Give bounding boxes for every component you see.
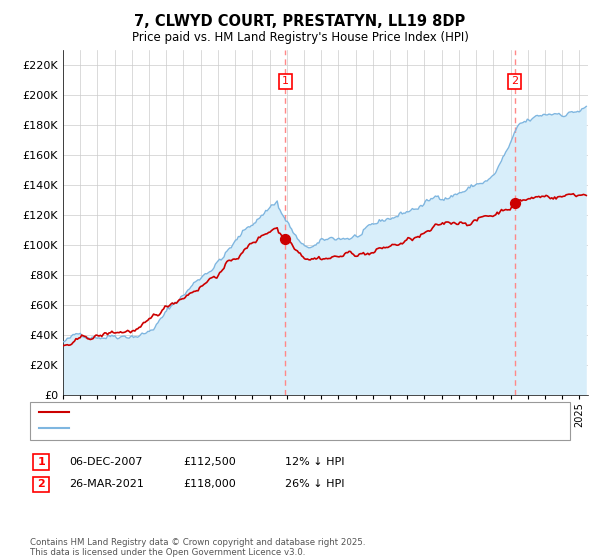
Text: £112,500: £112,500 <box>183 457 236 467</box>
Point <box>281 235 290 244</box>
Text: 26-MAR-2021: 26-MAR-2021 <box>69 479 144 489</box>
Text: 1: 1 <box>282 76 289 86</box>
Text: HPI: Average price, semi-detached house, Denbighshire: HPI: Average price, semi-detached house,… <box>75 423 353 433</box>
Text: 7, CLWYD COURT, PRESTATYN, LL19 8DP (semi-detached house): 7, CLWYD COURT, PRESTATYN, LL19 8DP (sem… <box>75 407 394 417</box>
Text: 26% ↓ HPI: 26% ↓ HPI <box>285 479 344 489</box>
Text: Contains HM Land Registry data © Crown copyright and database right 2025.
This d: Contains HM Land Registry data © Crown c… <box>30 538 365 557</box>
Text: 1: 1 <box>37 457 45 467</box>
Text: 2: 2 <box>37 479 45 489</box>
Text: 7, CLWYD COURT, PRESTATYN, LL19 8DP: 7, CLWYD COURT, PRESTATYN, LL19 8DP <box>134 14 466 29</box>
Text: £118,000: £118,000 <box>183 479 236 489</box>
Text: 2: 2 <box>511 76 518 86</box>
Text: 06-DEC-2007: 06-DEC-2007 <box>69 457 143 467</box>
Text: 12% ↓ HPI: 12% ↓ HPI <box>285 457 344 467</box>
Point <box>510 198 520 207</box>
Text: Price paid vs. HM Land Registry's House Price Index (HPI): Price paid vs. HM Land Registry's House … <box>131 31 469 44</box>
